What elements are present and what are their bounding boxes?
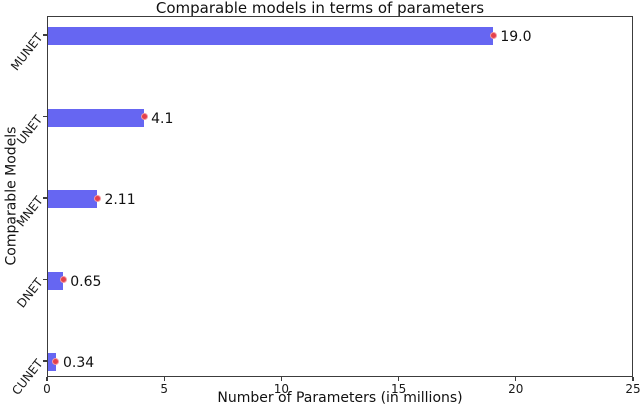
x-tick-mark — [397, 377, 400, 381]
x-tick-label: 5 — [160, 382, 169, 396]
error-marker-munet — [489, 31, 497, 39]
x-tick-label: 20 — [508, 382, 524, 396]
bar-value-label: 0.65 — [70, 273, 102, 290]
x-tick-mark — [515, 377, 517, 381]
bar-mnet — [48, 190, 98, 208]
y-tick-mark — [43, 115, 47, 118]
error-marker-cunet — [52, 357, 60, 365]
y-tick-mark — [43, 197, 47, 199]
bar-value-label: 4.1 — [151, 110, 174, 127]
y-tick-label-dnet: DNET — [14, 275, 46, 310]
bar-value-label: 2.11 — [104, 192, 136, 208]
x-tick-label: 0 — [43, 382, 51, 396]
y-tick-label-munet: MUNET — [7, 30, 46, 74]
x-axis-label: Number of Parameters (in millions) — [217, 390, 463, 406]
x-tick-mark — [280, 377, 283, 381]
error-marker-dnet — [59, 276, 67, 283]
y-tick-mark — [43, 34, 47, 36]
plot-area: 19.0 4.1 2.11 0.65 0.34 — [47, 16, 633, 377]
bar-dnet — [48, 271, 64, 290]
x-tick-label: 25 — [625, 382, 640, 396]
bar-cunet — [48, 353, 56, 371]
x-tick-label: 10 — [273, 382, 290, 396]
x-tick-mark — [46, 377, 48, 381]
x-tick-mark — [632, 377, 634, 381]
y-tick-mark — [43, 360, 47, 362]
y-axis-label: Comparable Models — [3, 126, 20, 266]
error-marker-mnet — [93, 194, 101, 202]
bar-unet — [48, 108, 145, 127]
bar-munet — [48, 27, 494, 45]
bars-layer: 19.0 4.1 2.11 0.65 0.34 — [48, 17, 632, 376]
bar-value-label: 0.34 — [62, 355, 95, 371]
x-tick-mark — [163, 377, 165, 381]
chart-title: Comparable models in terms of parameters — [155, 0, 485, 17]
x-tick-label: 15 — [390, 382, 407, 396]
y-tick-label-cunet: CUNET — [9, 356, 46, 398]
error-marker-unet — [140, 113, 148, 120]
y-tick-mark — [43, 278, 47, 281]
bar-value-label: 19.0 — [500, 29, 532, 45]
